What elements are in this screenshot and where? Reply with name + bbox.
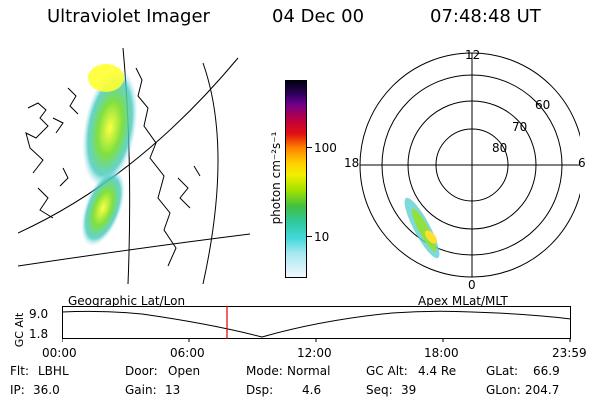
mlt-label-18: 18: [344, 156, 360, 170]
gc-alt-value: 4.4 Re: [418, 364, 457, 378]
gc-alt-label: GC Alt:: [366, 364, 408, 378]
mlt-label-6: 6: [578, 156, 586, 170]
geographic-map: [18, 48, 251, 284]
aurora-emission: [82, 68, 138, 188]
mlt-label-0: 0: [468, 278, 476, 292]
seq-label: Seq:: [366, 383, 393, 397]
aurora-emission: [425, 230, 437, 244]
aurora-emission: [411, 208, 437, 252]
door-value: Open: [168, 364, 201, 378]
flt-value: LBHL: [38, 364, 69, 378]
colorbar-tick: [307, 147, 312, 148]
altitude-curve: [62, 310, 572, 338]
mlat-label-70: 70: [512, 120, 528, 134]
gc-alt-axis-label: GC Alt: [12, 312, 26, 348]
colorbar-tick-label: 10: [314, 230, 330, 244]
time-label: 07:48:48 UT: [430, 6, 541, 27]
aurora-emission: [81, 169, 125, 247]
coastline: [135, 67, 177, 267]
mode-value: Normal: [287, 364, 331, 378]
instrument-title: Ultraviolet Imager: [47, 6, 210, 27]
gain-label: Gain:: [125, 383, 157, 397]
ip-value: 36.0: [33, 383, 60, 397]
coastline: [177, 165, 201, 209]
dsp-value: 4.6: [302, 383, 322, 397]
altitude-timeline: [62, 306, 572, 342]
x-tick-label: 00:00: [42, 346, 77, 360]
flt-label: Flt:: [10, 364, 29, 378]
polar-plot: [359, 52, 580, 278]
earth-limb: [202, 62, 219, 284]
intensity-colorbar: [285, 80, 307, 278]
mlat-label-80: 80: [492, 141, 508, 155]
gain-value: 13: [165, 383, 181, 397]
colorbar-unit-label: photon cm⁻²s⁻¹: [269, 131, 283, 225]
date-label: 04 Dec 00: [272, 6, 365, 27]
mlat-label-60: 60: [535, 98, 551, 112]
dsp-label: Dsp:: [246, 383, 274, 397]
colorbar-tick-label: 100: [314, 141, 337, 155]
latitude-line: [18, 57, 239, 234]
geographic-label: Geographic Lat/Lon: [68, 294, 186, 308]
glon-value: 204.7: [525, 383, 560, 397]
coastline: [25, 87, 79, 219]
y-tick-label: 9.0: [29, 307, 49, 321]
door-label: Door:: [125, 364, 158, 378]
aurora-emission: [88, 64, 124, 92]
x-tick-label: 18:00: [424, 346, 459, 360]
seq-value: 39: [401, 383, 417, 397]
latitude-line: [18, 233, 251, 267]
glat-label: GLat:: [486, 364, 519, 378]
ip-label: IP:: [10, 383, 25, 397]
colorbar-tick: [307, 236, 312, 237]
timeline-frame: [62, 306, 571, 339]
glat-value: 66.9: [533, 364, 560, 378]
x-tick-label: 12:00: [297, 346, 332, 360]
mlt-label-12: 12: [465, 48, 481, 62]
y-tick-label: 1.8: [29, 327, 49, 341]
x-tick-label: 23:59: [552, 346, 587, 360]
x-tick-label: 06:00: [170, 346, 205, 360]
mode-label: Mode:: [246, 364, 283, 378]
glon-label: GLon:: [486, 383, 521, 397]
apex-label: Apex MLat/MLT: [418, 294, 508, 308]
